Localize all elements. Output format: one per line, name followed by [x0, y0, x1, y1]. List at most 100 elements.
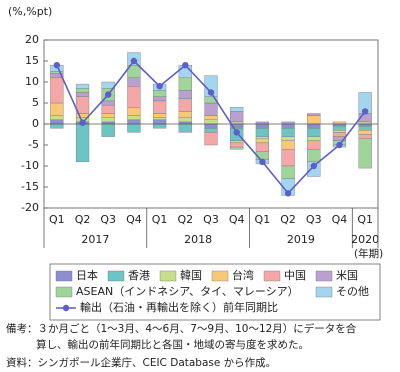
line-point — [105, 91, 112, 98]
bar-segment — [230, 111, 244, 123]
bar-segment — [307, 113, 321, 116]
bar-segment — [358, 125, 372, 131]
legend-swatch — [263, 270, 281, 282]
bar-segment — [332, 130, 347, 133]
x-tick-label: Q4 — [229, 213, 245, 226]
line-point — [156, 83, 163, 90]
bar-segment — [332, 132, 347, 137]
note: 資料：シンガポール企業庁、CEIC Database から作成。 — [6, 356, 276, 369]
year-label: 2020 — [351, 233, 379, 246]
y-tick-label: -20 — [21, 201, 39, 214]
bar-segment — [127, 115, 141, 120]
bar-segment — [204, 119, 218, 125]
line-point — [207, 89, 215, 96]
legend-swatch — [315, 286, 333, 298]
legend-label: 日本 — [76, 268, 98, 282]
line-point — [182, 61, 189, 69]
bar-segment — [152, 90, 167, 97]
line-point — [79, 119, 86, 126]
bar-segment — [230, 140, 244, 144]
bar-segment — [307, 123, 321, 129]
x-tick-label: Q4 — [126, 213, 142, 226]
legend-swatch — [211, 270, 229, 282]
bar-segment — [101, 117, 115, 123]
bar-segment — [281, 165, 295, 179]
legend-swatch — [159, 270, 177, 282]
bar-segment — [152, 113, 167, 118]
bar-segment — [101, 81, 115, 89]
bar-segment — [281, 127, 295, 137]
bar-segment — [332, 125, 347, 131]
bar-segment — [152, 123, 167, 129]
bar-segment — [50, 102, 64, 116]
bar-segment — [307, 140, 321, 150]
bar-segment — [281, 123, 295, 129]
bar-segment — [75, 83, 90, 89]
bar-segment — [307, 148, 321, 162]
y-unit: (%,%pt) — [8, 5, 52, 18]
x-tick-label: Q1 — [255, 213, 271, 226]
legend-label: 韓国 — [180, 269, 202, 282]
year-label: 2019 — [287, 233, 315, 246]
x-tick-label: Q4 — [332, 213, 348, 226]
bar-segment — [75, 123, 90, 162]
bar-segment — [255, 123, 270, 129]
x-tick-label: Q2 — [75, 213, 91, 226]
legend-swatch — [55, 270, 73, 282]
bar-segment — [178, 123, 192, 133]
y-tick-label: -5 — [28, 138, 39, 151]
y-tick-label: -10 — [21, 159, 39, 172]
legend-marker — [62, 304, 70, 312]
bar-segment — [50, 77, 64, 104]
x-tick-label: Q3 — [203, 213, 219, 226]
bar-segment — [50, 123, 64, 129]
bar-segment — [50, 119, 64, 125]
bar-segment — [178, 111, 192, 118]
line-point — [233, 129, 240, 136]
bar-segment — [50, 115, 64, 120]
bar-segment — [152, 100, 167, 114]
y-tick-label: 20 — [25, 33, 39, 46]
x-tick-label: Q2 — [280, 213, 296, 226]
bar-segment — [101, 104, 115, 114]
bar-segment — [101, 123, 115, 137]
year-label: 2018 — [184, 233, 212, 246]
legend-label: 香港 — [128, 269, 150, 282]
legend-label: その他 — [336, 285, 369, 298]
bar-segment — [75, 88, 90, 93]
legend-box — [49, 263, 381, 321]
bar-segment — [255, 142, 270, 152]
bar-segment — [178, 77, 192, 91]
note: 備考：３か月ごと（1～3月、4～6月、7～9月、10～12月）にデータを合 — [6, 322, 357, 335]
bar-segment — [101, 100, 115, 106]
bar-segment — [230, 146, 244, 150]
legend-swatch — [107, 270, 125, 282]
bar-segment — [75, 92, 90, 97]
bar-segment — [178, 117, 192, 123]
legend-label: 輸出（石油・再輸出を除く）前年同期比 — [80, 300, 278, 314]
bar-segment — [358, 134, 372, 139]
line-point — [361, 108, 369, 115]
bar-segment — [127, 106, 141, 116]
bar-segment — [230, 142, 244, 148]
line-point — [130, 57, 138, 65]
line-point — [336, 141, 343, 149]
bar-segment — [50, 71, 64, 74]
bar-segment — [281, 140, 295, 150]
bar-segment — [204, 102, 218, 116]
bar-segment — [358, 138, 372, 169]
x-tick-label: Q1 — [49, 213, 65, 226]
bar-segment — [204, 132, 218, 146]
bar-segment — [281, 148, 295, 167]
bar-segment — [307, 127, 321, 137]
bar-segment — [152, 119, 167, 125]
line-point — [53, 61, 61, 69]
bar-segment — [127, 119, 141, 125]
bar-segment — [152, 117, 167, 120]
note: 算し、輸出の前年同期比と各国・地域の寄与度を求めた。 — [36, 338, 309, 351]
y-tick-label: 5 — [32, 96, 39, 109]
bar-segment — [307, 136, 321, 142]
x-tick-label: Q3 — [306, 213, 322, 226]
bar-segment — [307, 115, 321, 125]
